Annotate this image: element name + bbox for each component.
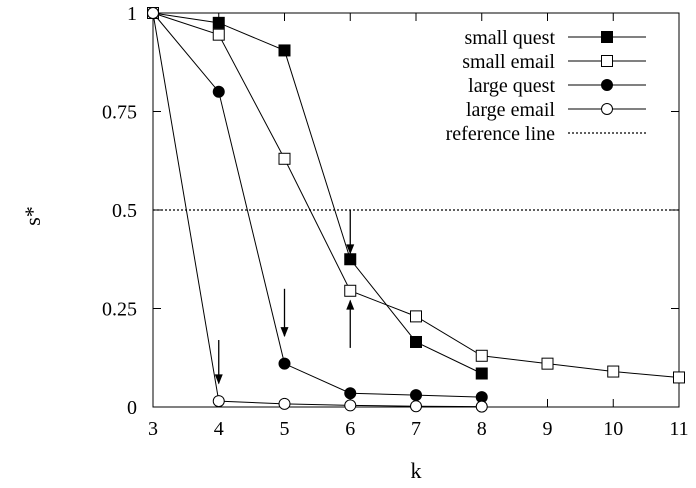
series-layer [147, 7, 685, 413]
x-tick-label: 6 [345, 418, 355, 440]
data-point [344, 284, 357, 297]
down-arrow-annotation [346, 210, 355, 255]
arrow-head [280, 327, 289, 338]
y-tick-label: 0 [127, 397, 137, 419]
legend-label: small email [462, 51, 555, 73]
series-line [152, 12, 482, 398]
data-point [212, 85, 225, 98]
legend-marker [601, 55, 613, 67]
data-point [278, 152, 291, 165]
data-point [410, 335, 422, 348]
data-point [344, 253, 357, 266]
annotation-layer [214, 210, 355, 385]
x-tick-label: 10 [603, 418, 623, 440]
x-tick-label: 9 [543, 418, 553, 440]
legend-marker [601, 79, 613, 91]
data-point [607, 365, 620, 378]
data-point [344, 387, 357, 400]
legend-marker [601, 103, 613, 115]
series-line [152, 12, 482, 374]
x-tick-label: 4 [214, 418, 224, 440]
data-point [344, 399, 357, 412]
data-point [278, 44, 291, 57]
data-point [278, 357, 291, 370]
series-large-quest [147, 7, 488, 404]
y-axis-label: s* [20, 206, 45, 226]
data-point [475, 400, 488, 413]
data-point [278, 397, 291, 410]
y-tick-label: 1 [127, 3, 137, 25]
tick-layer: 3 4 5 6 7 8 9 10 11 0 0.25 0.5 0.75 1 [102, 3, 689, 440]
data-point [212, 395, 225, 408]
legend-label: large quest [468, 75, 555, 97]
x-tick-label: 11 [669, 418, 688, 440]
legend-label: large email [466, 99, 555, 121]
x-tick-label: 3 [148, 418, 158, 440]
legend-label: reference line [446, 123, 555, 145]
data-point [475, 349, 488, 362]
legend-item: small quest [464, 27, 646, 49]
data-point [212, 16, 225, 29]
down-arrow-annotation [214, 340, 223, 385]
legend-label: small quest [464, 27, 555, 49]
series-large-email [147, 7, 488, 413]
x-axis-label: k [411, 458, 422, 483]
data-point [410, 310, 422, 323]
legend-item: reference line [446, 123, 646, 145]
arrow-head [346, 244, 355, 255]
series-small-quest [147, 7, 488, 380]
x-tick-label: 8 [477, 418, 487, 440]
y-tick-label: 0.5 [112, 200, 137, 222]
data-point [410, 389, 422, 402]
legend-item: large quest [468, 75, 646, 97]
legend-marker [601, 31, 613, 43]
arrow-head [346, 299, 355, 310]
down-arrow-annotation [280, 288, 289, 338]
series-line [152, 12, 482, 408]
x-tick-label: 5 [280, 418, 290, 440]
y-tick-label: 0.75 [102, 102, 137, 124]
data-point [475, 367, 488, 380]
y-tick-label: 0.25 [102, 299, 137, 321]
legend-item: large email [466, 99, 646, 121]
arrow-head [214, 374, 223, 385]
data-point [410, 400, 422, 413]
data-point [147, 7, 159, 19]
legend-item: small email [462, 51, 646, 73]
data-point [212, 28, 225, 41]
series-line [152, 12, 680, 378]
x-tick-label: 7 [411, 418, 421, 440]
data-point [673, 371, 685, 384]
data-point [541, 357, 554, 370]
up-arrow-annotation [346, 299, 355, 348]
